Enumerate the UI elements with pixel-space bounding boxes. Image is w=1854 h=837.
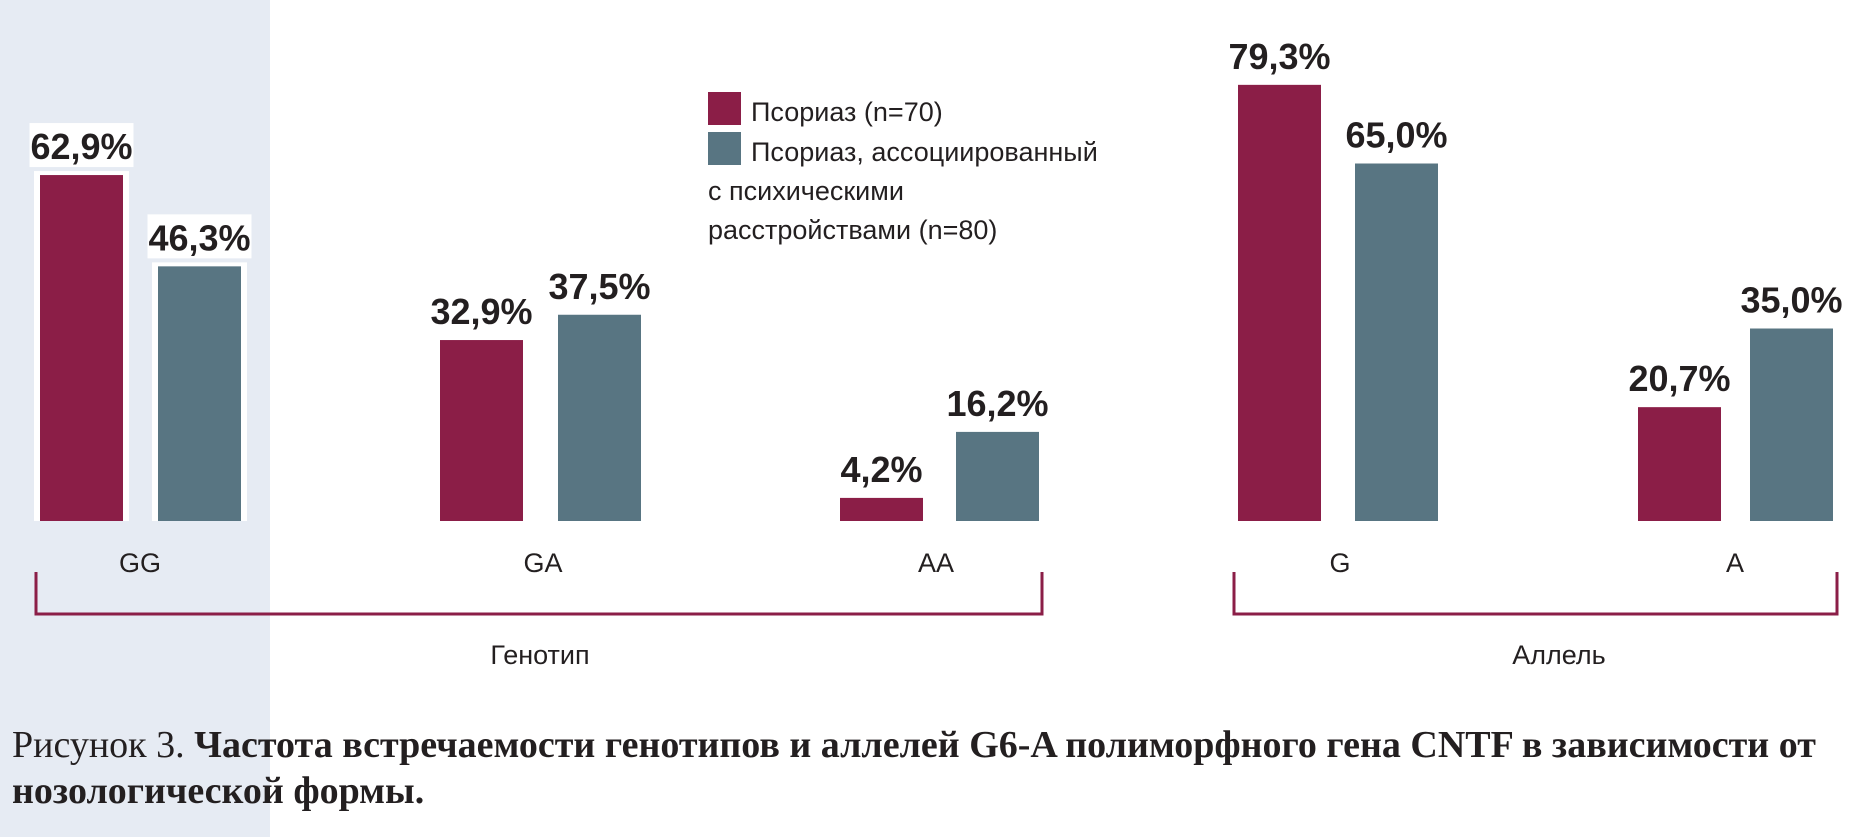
category-label-aa: AA: [918, 548, 954, 578]
bar-label-bg-s1-gg: [29, 123, 134, 168]
bar-s1-aa: [840, 497, 923, 521]
caption-text: Частота встречаемости генотипов и аллеле…: [12, 724, 1816, 812]
legend: Псориаз (n=70) Псориаз, ассоциированный …: [708, 92, 1148, 250]
legend-item-psoriasis-mental: Псориаз, ассоциированный с психическими …: [708, 132, 1148, 250]
bar-s2-ga: [558, 314, 641, 521]
legend-swatch-psoriasis: [708, 92, 741, 125]
bar-value-s2-g: 65,0%: [1345, 115, 1447, 156]
legend-label-psoriasis-mental-line1: Псориаз, ассоциированный: [751, 137, 1098, 167]
bar-value-s1-ga: 32,9%: [430, 291, 532, 332]
bar-label-bg-s2-g: [1344, 111, 1449, 156]
bar-s2-gg: [158, 266, 241, 521]
group-bracket-2: [1232, 572, 1839, 616]
bar-value-s1-g: 79,3%: [1228, 36, 1330, 77]
bar-s2-a: [1750, 328, 1833, 521]
group-label-2: Аллель: [1512, 640, 1605, 670]
bar-label-bg-s1-g: [1227, 32, 1332, 77]
caption-prefix: Рисунок 3.: [12, 724, 195, 766]
bar-s1-ga: [440, 340, 523, 521]
legend-label-psoriasis: Псориаз (n=70): [751, 97, 943, 127]
bar-s1-gg: [40, 175, 123, 522]
bar-label-bg-s2-a: [1739, 276, 1844, 321]
category-label-g: G: [1329, 548, 1350, 578]
bar-value-s2-a: 35,0%: [1740, 280, 1842, 321]
bar-label-bg-s1-ga: [429, 288, 534, 333]
bar-value-s2-aa: 16,2%: [946, 383, 1048, 424]
bar-label-bg-s1-a: [1627, 355, 1732, 400]
bar-s1-a: [1638, 407, 1721, 521]
bar-value-s2-ga: 37,5%: [548, 266, 650, 307]
bar-s1-g: [1238, 84, 1321, 521]
figure-caption: Рисунок 3. Частота встречаемости генотип…: [12, 722, 1832, 814]
legend-swatch-psoriasis-mental: [708, 132, 741, 165]
legend-label-psoriasis-mental-line2: с психическими: [708, 176, 904, 206]
bar-label-bg-s2-gg: [147, 214, 252, 259]
bar-label-bg-s1-aa: [829, 445, 934, 490]
bar-s2-g: [1355, 163, 1438, 521]
group-bracket-1: [34, 572, 1044, 616]
legend-label-psoriasis-mental-line3: расстройствами (n=80): [708, 215, 998, 245]
bar-value-s1-gg: 62,9%: [30, 126, 132, 167]
bar-value-s1-a: 20,7%: [1628, 358, 1730, 399]
bar-s2-aa: [956, 431, 1039, 521]
bar-value-s2-gg: 46,3%: [148, 217, 250, 258]
bar-value-s1-aa: 4,2%: [840, 449, 922, 490]
category-label-gg: GG: [119, 548, 161, 578]
legend-item-psoriasis: Псориаз (n=70): [708, 92, 1148, 132]
category-label-a: A: [1726, 548, 1744, 578]
category-label-ga: GA: [523, 548, 562, 578]
bar-chart: 62,9% 32,9% 4,2% 79,3% 20,7% 46,3% 37,5% 16,2% 6…: [29, 32, 1844, 670]
group-label-1: Генотип: [490, 640, 589, 670]
bar-label-bg-s2-ga: [547, 262, 652, 307]
bar-label-bg-s2-aa: [945, 379, 1050, 424]
